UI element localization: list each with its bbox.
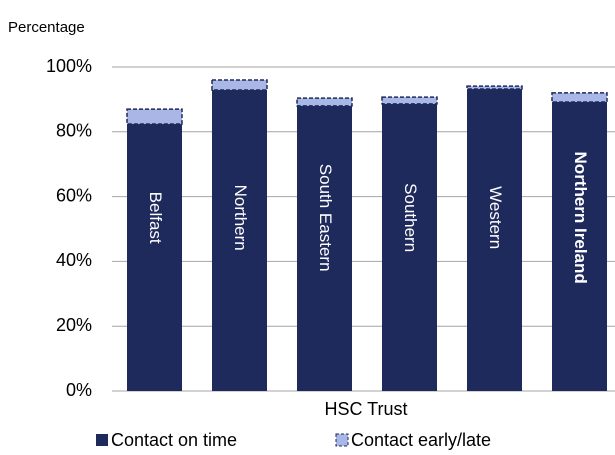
bar-segment	[212, 90, 267, 391]
bar-segment	[126, 108, 183, 125]
legend-label: Contact on time	[111, 430, 237, 450]
y-tick-label: 0%	[66, 380, 92, 400]
category-label: Northern Ireland	[571, 152, 590, 284]
legend-swatch	[335, 433, 349, 447]
category-label: Belfast	[146, 192, 165, 244]
y-axis-label: Percentage	[8, 19, 85, 36]
bar-segment	[381, 96, 438, 105]
category-label: South Eastern	[316, 164, 335, 272]
x-axis-label: HSC Trust	[324, 399, 407, 419]
y-tick-label: 80%	[56, 121, 92, 141]
y-tick-label: 40%	[56, 250, 92, 270]
bar-segment	[297, 105, 352, 391]
bar-segment	[551, 92, 608, 103]
category-label: Northern	[231, 185, 250, 251]
bar-segment	[127, 124, 182, 392]
legend-label: Contact early/late	[351, 430, 491, 450]
bar-segment	[382, 103, 437, 391]
bar-segment	[552, 101, 607, 391]
y-tick-label: 20%	[56, 315, 92, 335]
bar-segment	[211, 79, 268, 91]
category-label: Western	[486, 186, 505, 249]
category-label: Southern	[401, 183, 420, 252]
y-tick-label: 60%	[56, 185, 92, 205]
bar-segment	[466, 85, 523, 90]
bar-segment	[467, 89, 522, 392]
bar-segment	[296, 97, 353, 107]
y-tick-label: 100%	[46, 56, 92, 76]
legend-swatch	[96, 434, 108, 446]
